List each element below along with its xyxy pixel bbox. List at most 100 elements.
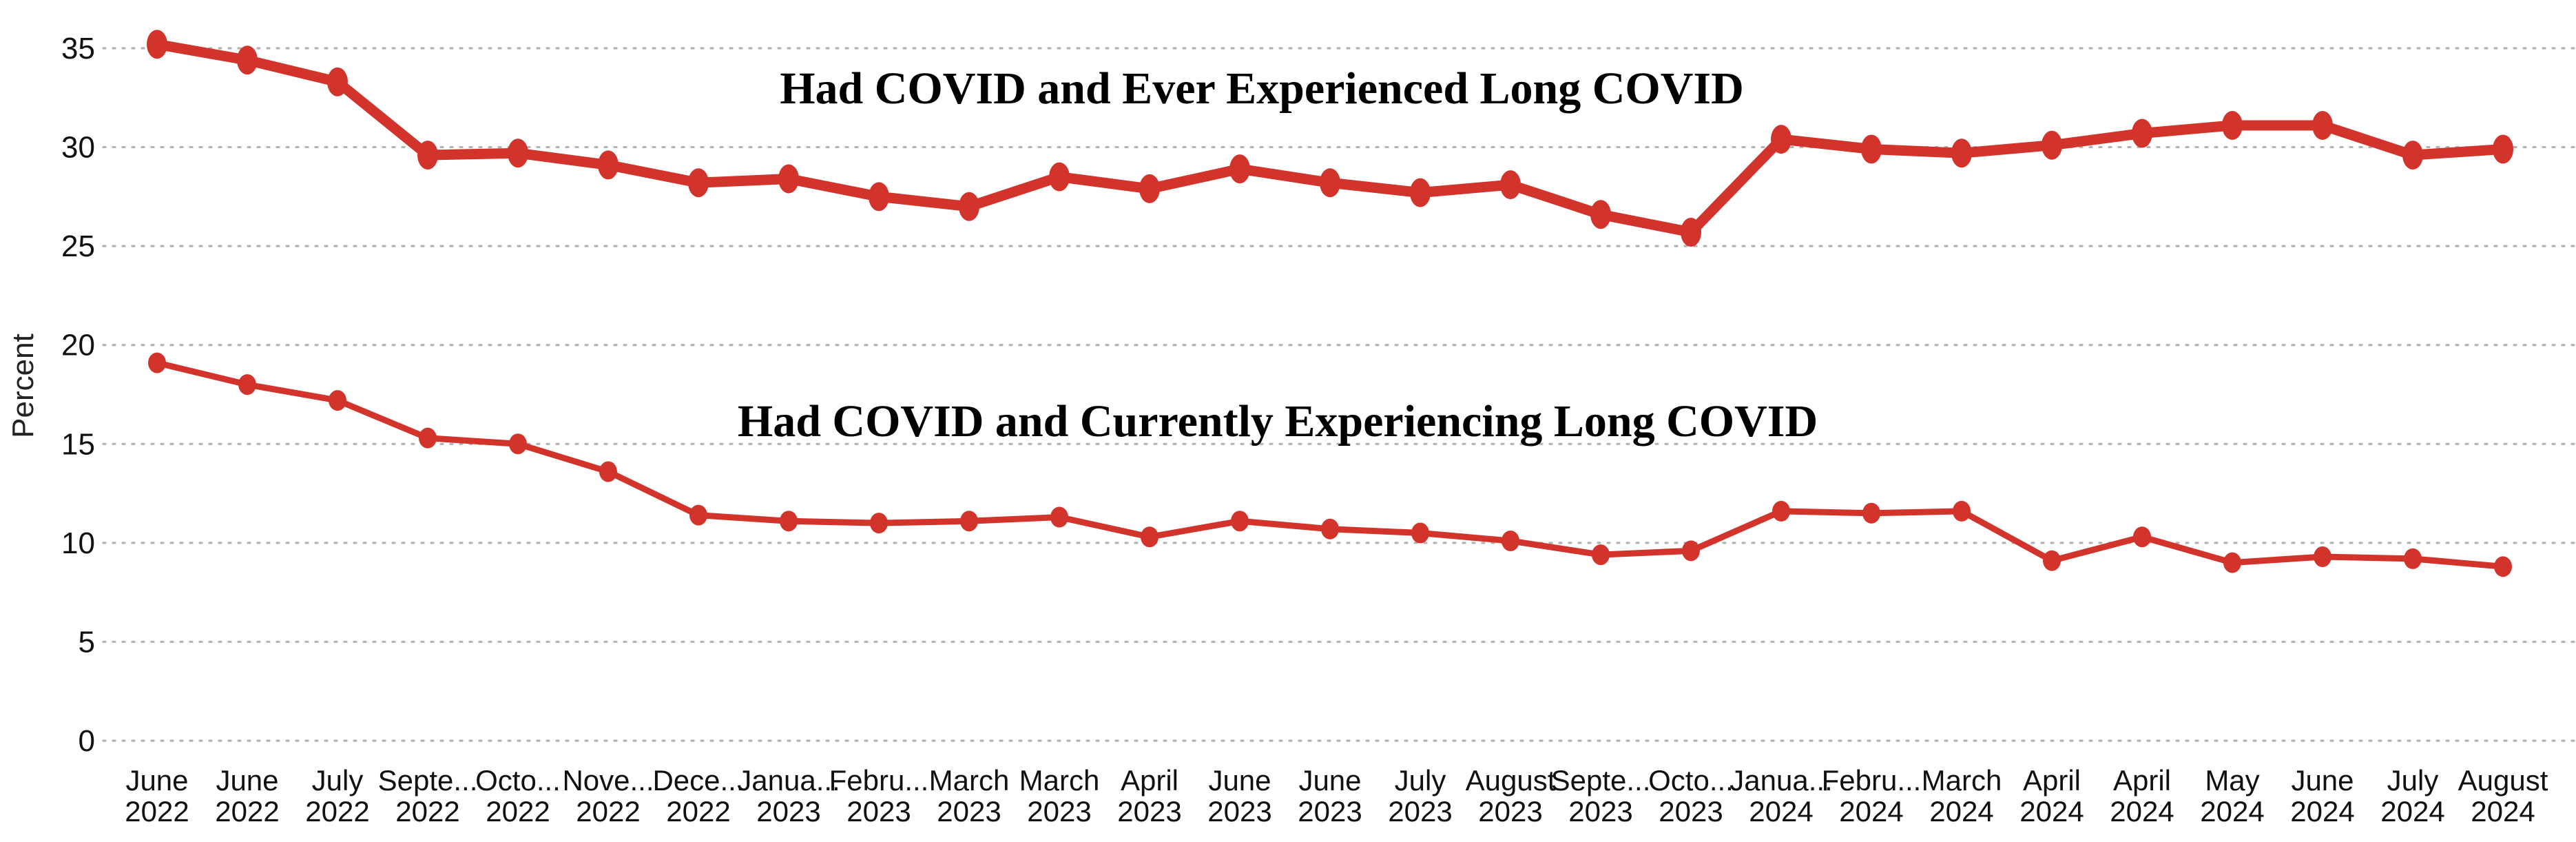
x-tick-year: 2024 — [1749, 795, 1813, 828]
series-ever-marker — [598, 150, 619, 180]
x-tick-month: April — [2023, 764, 2081, 797]
series-ever-marker — [1139, 174, 1160, 203]
x-tick-month: July — [1395, 764, 1446, 797]
series-current-marker — [2223, 552, 2241, 573]
series-current-marker — [1502, 530, 1519, 551]
series-ever-marker — [869, 182, 889, 212]
series-ever-marker — [688, 168, 709, 198]
series-current-marker — [1772, 500, 1790, 522]
y-axis-title: Percent — [6, 333, 40, 438]
x-tick-month: Dece... — [652, 764, 744, 797]
series-current-marker — [960, 511, 978, 532]
gridlines-group — [102, 47, 2576, 742]
x-tick-month: Febru... — [829, 764, 929, 797]
y-tick-label-5: 5 — [79, 625, 95, 659]
x-tick-year: 2023 — [1027, 795, 1091, 828]
series-ever-marker — [2222, 110, 2243, 140]
series-ever-marker — [1320, 168, 1340, 198]
x-tick-year: 2023 — [1659, 795, 1723, 828]
x-tick-month: August — [1466, 764, 1556, 797]
series-current-marker — [689, 504, 707, 526]
x-tick-month: Janua... — [737, 764, 840, 797]
x-tick-year: 2022 — [125, 795, 189, 828]
x-tick-month: April — [2113, 764, 2171, 797]
x-tick-year: 2023 — [846, 795, 911, 828]
series-current-marker — [1862, 502, 1880, 524]
x-tick-year: 2022 — [666, 795, 730, 828]
series-ever-marker — [237, 45, 258, 75]
x-tick-month: Septe... — [378, 764, 478, 797]
series-current-marker — [329, 390, 346, 411]
series-current-marker — [1321, 518, 1339, 540]
series-current-marker — [2133, 526, 2151, 548]
series-ever-marker — [2402, 141, 2423, 170]
x-tick-month: Febru... — [1822, 764, 1922, 797]
series-current-annotation: Had COVID and Currently Experiencing Lon… — [738, 396, 1818, 446]
series-current-marker — [2494, 556, 2512, 577]
x-tick-month: June — [125, 764, 188, 797]
x-tick-year: 2022 — [576, 795, 640, 828]
x-tick-month: May — [2205, 764, 2259, 797]
x-tick-year: 2023 — [1207, 795, 1271, 828]
x-tick-month: Nove... — [562, 764, 654, 797]
x-tick-year: 2023 — [1298, 795, 1362, 828]
series-ever-marker — [2042, 130, 2062, 160]
x-tick-year: 2022 — [395, 795, 459, 828]
series-current-marker — [1592, 544, 1610, 566]
x-tick-year: 2022 — [215, 795, 279, 828]
x-tick-year: 2023 — [1117, 795, 1181, 828]
series-current-marker — [2404, 548, 2422, 569]
series-ever-marker — [2493, 134, 2513, 164]
x-tick-month: April — [1121, 764, 1178, 797]
series-current-marker — [238, 374, 256, 396]
y-tick-label-10: 10 — [61, 526, 95, 560]
x-tick-year: 2023 — [1388, 795, 1452, 828]
x-tick-year: 2024 — [2019, 795, 2084, 828]
series-ever-marker — [1049, 162, 1070, 192]
series-current-marker — [1682, 540, 1700, 562]
x-tick-year: 2023 — [756, 795, 820, 828]
series-current-marker — [780, 511, 798, 532]
y-tick-label-25: 25 — [61, 229, 95, 263]
x-axis-tick-labels: June2022June2022July2022Septe...2022Octo… — [125, 764, 2548, 828]
series-current-marker — [419, 427, 437, 449]
x-tick-month: March — [929, 764, 1010, 797]
x-tick-year: 2024 — [2290, 795, 2354, 828]
series-ever-marker — [1771, 125, 1791, 154]
series-ever-marker — [1410, 178, 1431, 207]
x-tick-month: June — [216, 764, 278, 797]
series-ever-marker — [2132, 119, 2152, 148]
y-tick-label-15: 15 — [61, 427, 95, 461]
series-current-marker — [870, 513, 888, 534]
series-current-marker — [2314, 546, 2331, 567]
series-ever-marker — [147, 30, 167, 59]
x-tick-month: Janua... — [1730, 764, 1832, 797]
x-tick-year: 2024 — [1929, 795, 1993, 828]
x-tick-year: 2024 — [2110, 795, 2174, 828]
x-tick-year: 2022 — [305, 795, 369, 828]
series-ever-annotation: Had COVID and Ever Experienced Long COVI… — [780, 63, 1744, 114]
series-ever-marker — [778, 164, 799, 194]
series-current-marker — [148, 352, 166, 373]
y-tick-label-0: 0 — [79, 724, 95, 758]
x-tick-month: June — [1298, 764, 1361, 797]
x-tick-month: Octo... — [1648, 764, 1734, 797]
series-ever-marker — [1681, 218, 1701, 247]
series-current-marker — [1231, 511, 1249, 532]
x-tick-year: 2022 — [486, 795, 550, 828]
x-tick-month: July — [2387, 764, 2439, 797]
y-tick-label-30: 30 — [61, 131, 95, 165]
series-current-group — [148, 352, 2512, 577]
series-current-marker — [1953, 500, 1971, 522]
y-tick-label-20: 20 — [61, 329, 95, 362]
series-ever-marker — [959, 192, 979, 221]
series-ever-marker — [508, 138, 528, 168]
x-tick-year: 2023 — [937, 795, 1001, 828]
y-axis-tick-labels: 0 5 10 15 20 25 30 35 — [61, 32, 95, 758]
x-tick-month: March — [1019, 764, 1100, 797]
x-tick-month: June — [2291, 764, 2354, 797]
series-current-marker — [1141, 526, 1159, 548]
x-tick-year: 2024 — [1839, 795, 1903, 828]
